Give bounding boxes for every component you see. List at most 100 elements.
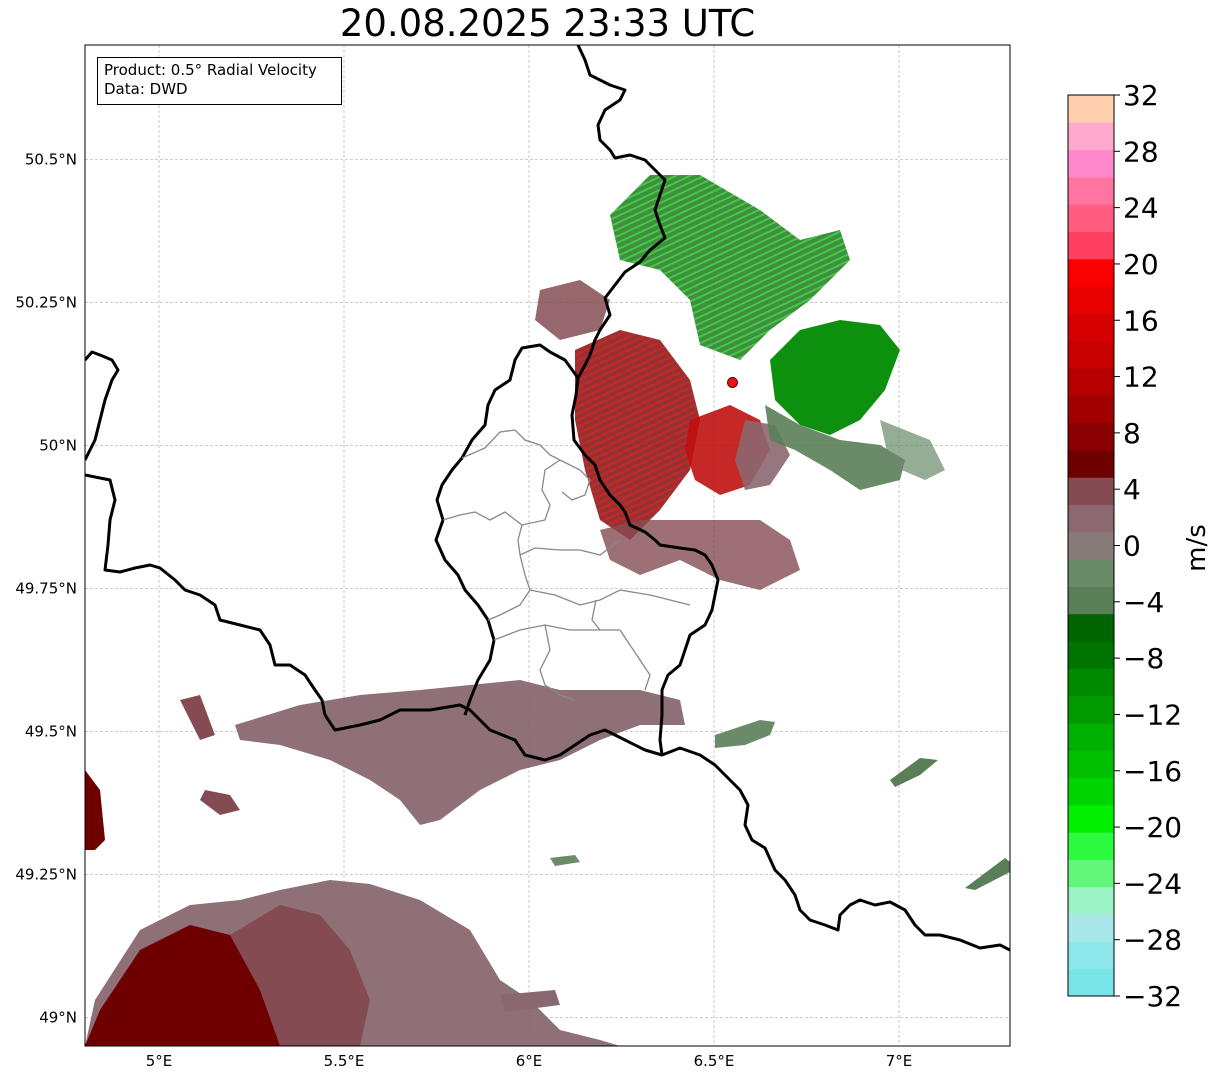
echo-region-southwest-mid	[230, 905, 370, 1046]
border-france-luxembourg-germany	[323, 703, 1010, 952]
colorbar-segment	[1068, 722, 1114, 751]
colorbar-segment	[1068, 641, 1114, 669]
echo-patch-southwest-small	[200, 790, 240, 815]
y-tick-label: 50°N	[39, 436, 77, 454]
map-frame-background	[85, 45, 1010, 1046]
echo-region-southwest-core	[85, 925, 280, 1046]
figure-title: 20.08.2025 23:33 UTC	[339, 2, 756, 45]
y-tick-label: 49.25°N	[15, 865, 77, 883]
product-info-line: Product: 0.5° Radial Velocity	[104, 61, 317, 79]
colorbar-tick-label: −24	[1123, 867, 1182, 900]
colorbar-tick-label: −32	[1123, 980, 1182, 1013]
colorbar-segment	[1068, 531, 1114, 560]
colorbar-segment	[1068, 886, 1114, 915]
admin-boundary-9	[539, 624, 576, 701]
y-tick-label: 49.75°N	[15, 579, 77, 597]
y-axis-tick-labels: 49°N 49.25°N 49.5°N 49.75°N 50°N 50.25°N 50.5°…	[15, 150, 77, 1026]
colorbar-tick-label: 20	[1123, 248, 1159, 281]
x-tick-label: 5.5°E	[324, 1052, 365, 1070]
x-tick-label: 6.5°E	[694, 1052, 735, 1070]
velocity-colorbar	[1067, 94, 1115, 997]
echo-inbound-muted-east	[765, 405, 905, 490]
colorbar-segment	[1068, 586, 1114, 615]
colorbar-segment	[1068, 832, 1114, 860]
colorbar-tick-labels: 32 28 24 20 16 12 8 4 0 −4 −8 −12 −16 −20 −24 −28 −32	[1114, 79, 1182, 1013]
admin-boundary-6	[487, 554, 531, 621]
colorbar-segment	[1068, 668, 1114, 697]
colorbar-segment	[1068, 395, 1114, 424]
colorbar-segment	[1068, 231, 1114, 260]
colorbar-segment	[1068, 559, 1114, 587]
colorbar-segment	[1068, 149, 1114, 178]
colorbar-segment	[1068, 286, 1114, 314]
colorbar-segment	[1068, 122, 1114, 151]
radar-site-marker	[727, 376, 738, 388]
border-belgium-germany	[570, 45, 720, 756]
border-netherlands-belgium	[85, 350, 120, 461]
colorbar-segment	[1068, 340, 1114, 369]
admin-boundary-7	[529, 589, 691, 606]
admin-boundary-11	[591, 599, 601, 631]
national-borders	[85, 45, 1010, 952]
colorbar-segment	[1068, 204, 1114, 233]
admin-boundary-2	[517, 459, 561, 556]
colorbar-segment	[1068, 258, 1114, 287]
colorbar-segment	[1068, 422, 1114, 451]
colorbar-tick-label: −12	[1123, 698, 1182, 731]
colorbar-tick-label: 12	[1123, 361, 1159, 394]
colorbar-tick-label: −16	[1123, 755, 1182, 788]
admin-boundary-1	[461, 429, 561, 461]
echo-inbound-north	[610, 175, 850, 360]
colorbar-unit-label: m/s	[1182, 524, 1212, 572]
x-axis-tick-labels: 5°E 5.5°E 6°E 6.5°E 7°E	[146, 1052, 913, 1070]
colorbar-segment	[1068, 477, 1114, 506]
colorbar-segment	[1068, 695, 1114, 724]
data-source-line: Data: DWD	[104, 80, 188, 98]
colorbar-segment	[1068, 504, 1114, 533]
colorbar-segment	[1068, 859, 1114, 888]
y-tick-label: 49°N	[39, 1008, 77, 1026]
colorbar-tick-label: 4	[1123, 473, 1141, 506]
y-tick-label: 50.5°N	[25, 150, 77, 168]
echo-inbound-core	[770, 320, 900, 435]
echo-region-west-edge	[85, 770, 105, 850]
echo-inbound-scatter-east	[880, 420, 945, 480]
admin-boundary-10	[619, 629, 651, 691]
product-info-box: Product: 0.5° Radial Velocity Data: DWD	[97, 57, 342, 105]
radar-echoes	[85, 175, 1010, 1046]
y-tick-label: 50.25°N	[15, 293, 77, 311]
colorbar-segment	[1068, 941, 1114, 970]
colorbar-segment	[1068, 613, 1114, 642]
colorbar-tick-label: 8	[1123, 417, 1141, 450]
colorbar-tick-label: 16	[1123, 304, 1159, 337]
colorbar-tick-label: −28	[1123, 924, 1182, 957]
admin-boundaries	[442, 429, 691, 701]
echo-band-south-west-patch	[180, 695, 215, 740]
colorbar-segment	[1068, 95, 1114, 123]
x-tick-label: 7°E	[886, 1052, 913, 1070]
echo-patch-southeast-green-2	[890, 758, 938, 787]
colorbar-tick-label: 24	[1123, 192, 1159, 225]
colorbar-segment	[1068, 968, 1114, 997]
border-luxembourg-belgium	[434, 343, 580, 716]
admin-boundary-8	[493, 624, 620, 641]
echo-patch-southeast-green-1	[715, 720, 775, 748]
colorbar-tick-label: 0	[1123, 530, 1141, 563]
echo-patch-far-south	[500, 990, 560, 1012]
map-frame	[84, 44, 1011, 1047]
colorbar-tick-label: −8	[1123, 642, 1164, 675]
border-france-belgium	[85, 473, 327, 716]
colorbar-segment	[1068, 313, 1114, 342]
colorbar-segment	[1068, 777, 1114, 806]
x-tick-label: 5°E	[146, 1052, 173, 1070]
echo-patch-east-edge	[965, 858, 1010, 890]
colorbar-tick-label: −4	[1123, 586, 1164, 619]
y-tick-label: 49.5°N	[25, 722, 77, 740]
x-tick-label: 6°E	[516, 1052, 543, 1070]
colorbar-segment	[1068, 449, 1114, 478]
colorbar-segment	[1068, 804, 1114, 833]
admin-boundary-3	[442, 511, 523, 526]
colorbar-segment	[1068, 176, 1114, 205]
colorbar-segment	[1068, 368, 1114, 396]
